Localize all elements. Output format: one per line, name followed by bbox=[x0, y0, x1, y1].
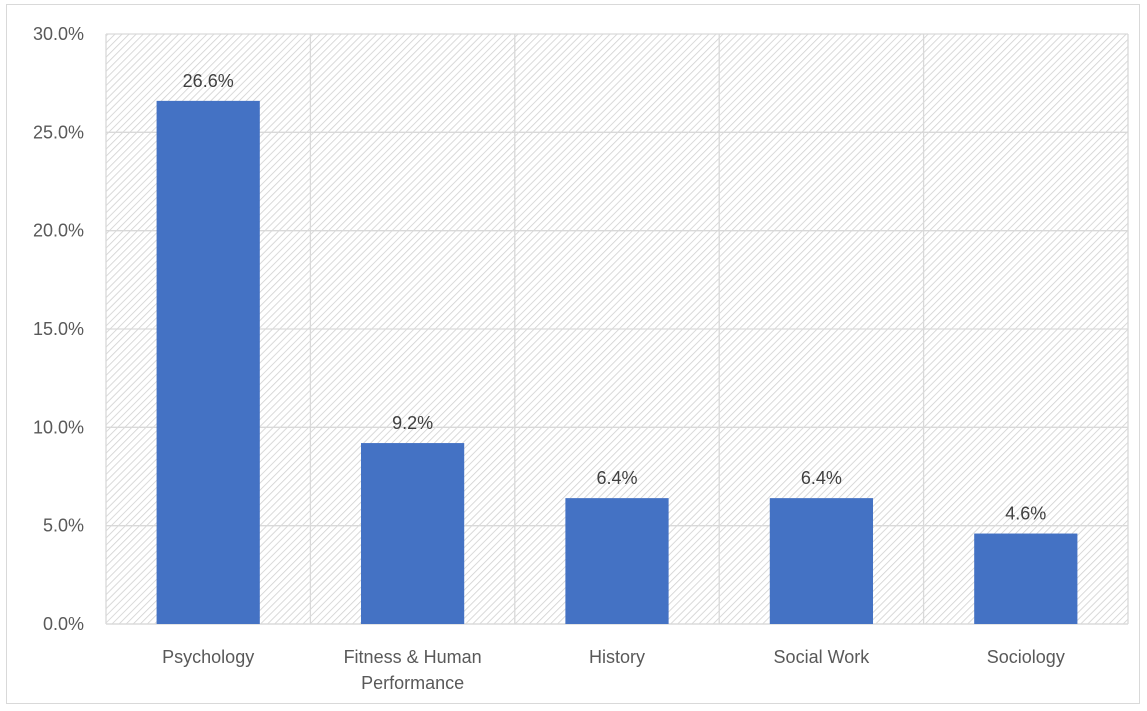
y-axis-ticks: 0.0% 5.0% 10.0% 15.0% 20.0% 25.0% 30.0% bbox=[33, 24, 84, 634]
data-label: 9.2% bbox=[392, 413, 433, 433]
data-label: 6.4% bbox=[801, 468, 842, 488]
x-tick-label: Psychology bbox=[162, 647, 254, 667]
y-tick-label: 25.0% bbox=[33, 122, 84, 142]
y-tick-label: 5.0% bbox=[43, 516, 84, 536]
y-tick-label: 20.0% bbox=[33, 221, 84, 241]
bars bbox=[156, 100, 1078, 624]
x-tick-label: Social Work bbox=[774, 647, 871, 667]
bar bbox=[360, 443, 465, 624]
bar bbox=[565, 498, 669, 624]
data-label: 26.6% bbox=[183, 71, 234, 91]
bar bbox=[769, 498, 874, 624]
x-tick-label: Sociology bbox=[987, 647, 1065, 667]
bar bbox=[974, 533, 1078, 624]
x-tick-label: History bbox=[589, 647, 645, 667]
data-label: 4.6% bbox=[1005, 504, 1046, 524]
data-labels: 26.6% 9.2% 6.4% 6.4% 4.6% bbox=[183, 71, 1047, 524]
y-tick-label: 15.0% bbox=[33, 319, 84, 339]
x-tick-label: Performance bbox=[361, 673, 464, 693]
data-label: 6.4% bbox=[596, 468, 637, 488]
y-tick-label: 30.0% bbox=[33, 24, 84, 44]
y-tick-label: 0.0% bbox=[43, 614, 84, 634]
gridlines bbox=[105, 33, 1129, 625]
bar bbox=[156, 100, 260, 624]
y-tick-label: 10.0% bbox=[33, 417, 84, 437]
x-tick-label: Fitness & Human bbox=[344, 647, 482, 667]
x-axis-labels: Psychology Fitness & Human Performance Hist… bbox=[162, 647, 1065, 693]
